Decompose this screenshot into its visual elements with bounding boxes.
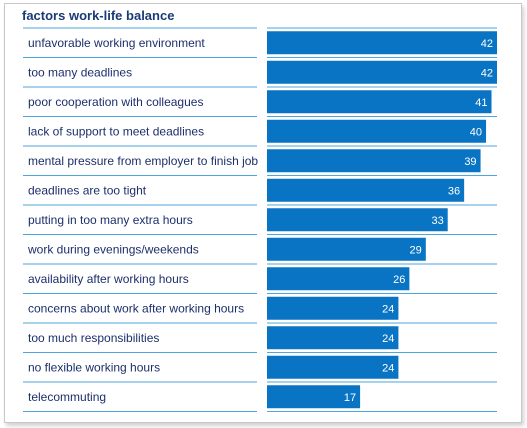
value-label: 17 — [344, 392, 356, 404]
category-label: mental pressure from employer to finish … — [28, 154, 258, 168]
value-label: 39 — [464, 156, 476, 168]
value-label: 40 — [470, 126, 482, 138]
chart-title: factors work-life balance — [22, 8, 175, 23]
bar — [267, 149, 481, 173]
value-label: 26 — [393, 274, 405, 286]
bar — [267, 296, 399, 320]
category-label: too many deadlines — [28, 65, 132, 79]
category-label: too much responsibilities — [28, 331, 159, 345]
bar — [267, 355, 399, 379]
bar — [267, 31, 497, 55]
bar — [267, 90, 492, 114]
value-label: 29 — [410, 244, 422, 256]
bar — [267, 326, 399, 350]
value-label: 24 — [382, 303, 394, 315]
value-label: 42 — [481, 38, 493, 50]
value-label: 36 — [448, 185, 460, 197]
value-label: 42 — [481, 67, 493, 79]
category-label: no flexible working hours — [28, 360, 160, 374]
value-label: 33 — [431, 215, 443, 227]
category-label: lack of support to meet deadlines — [28, 124, 204, 138]
category-label: availability after working hours — [28, 272, 189, 286]
category-label: concerns about work after working hours — [28, 301, 244, 315]
category-label: deadlines are too tight — [28, 183, 147, 197]
bar — [267, 119, 487, 143]
category-label: putting in too many extra hours — [28, 213, 193, 227]
bar — [267, 385, 361, 409]
value-label: 24 — [382, 362, 394, 374]
bar — [267, 60, 497, 84]
bar — [267, 208, 448, 232]
bar — [267, 178, 465, 202]
category-label: telecommuting — [28, 390, 106, 404]
category-label: unfavorable working environment — [28, 36, 205, 50]
category-label: work during evenings/weekends — [27, 242, 199, 256]
value-label: 24 — [382, 333, 394, 345]
bar — [267, 267, 410, 291]
bar — [267, 237, 426, 261]
value-label: 41 — [475, 97, 487, 109]
category-label: poor cooperation with colleagues — [28, 95, 203, 109]
